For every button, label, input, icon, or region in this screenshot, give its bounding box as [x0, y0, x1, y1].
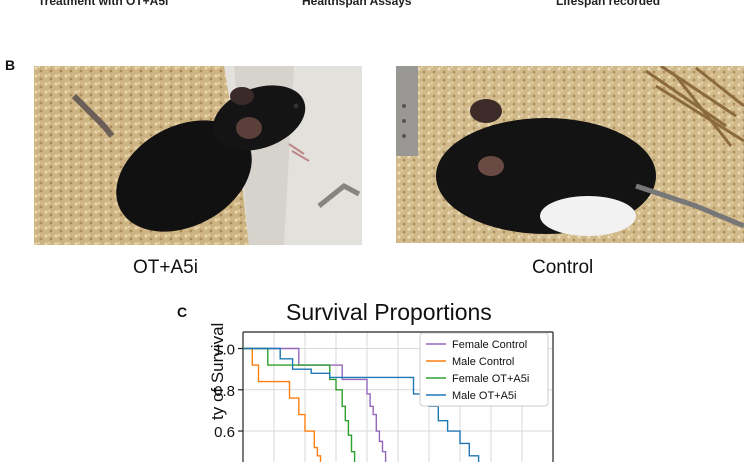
legend-label: Male OT+A5i: [452, 390, 517, 402]
label-control: Control: [532, 257, 594, 278]
legend-box: [419, 332, 549, 407]
panel-c-letter: C: [177, 304, 188, 320]
label-ot-a5i: OT+A5i: [133, 257, 198, 278]
mouse-photo-treated: [34, 66, 362, 245]
y-tick-label: 0.6: [214, 424, 235, 441]
panel-b-letter: B: [5, 57, 16, 73]
y-tick-label: 0.8: [214, 383, 235, 400]
legend-label: Male Control: [452, 356, 514, 368]
series-line-1: [243, 347, 322, 462]
series-line-2: [243, 347, 356, 462]
y-tick-label: 1.0: [214, 342, 235, 359]
panel-a-caption-lifespan: Lifespan recorded: [556, 0, 661, 8]
y-axis-label: ty of Survival: [208, 323, 227, 420]
panel-a-caption-treatment: Treatment with OT+A5i: [38, 0, 169, 8]
mouse-photo-control: [396, 66, 744, 243]
legend-label: Female OT+A5i: [452, 373, 529, 385]
series-line-3: [243, 347, 480, 462]
chart-title: Survival Proportions: [286, 299, 492, 325]
panel-a-caption-healthspan: Healthspan Assays: [302, 0, 412, 8]
legend-label: Female Control: [452, 339, 527, 351]
